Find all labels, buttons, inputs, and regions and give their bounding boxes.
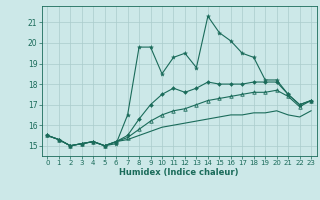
X-axis label: Humidex (Indice chaleur): Humidex (Indice chaleur) xyxy=(119,168,239,177)
